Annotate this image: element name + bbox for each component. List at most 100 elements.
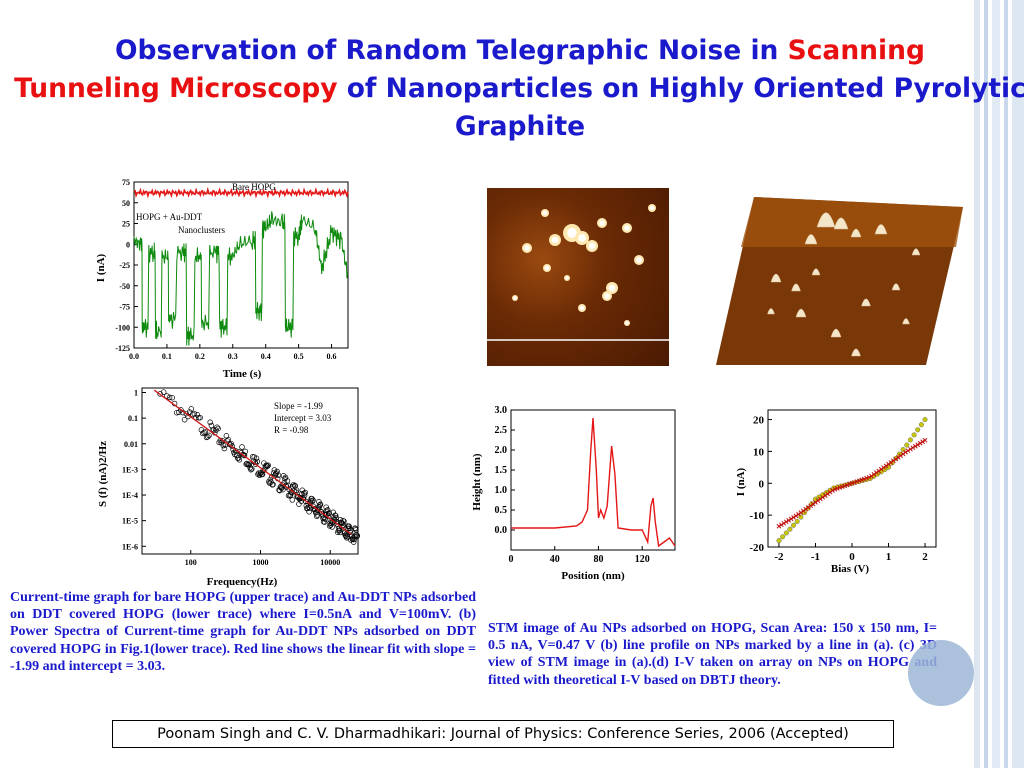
nanoparticle-peak xyxy=(770,273,782,283)
data-point xyxy=(280,473,287,479)
y-ticks: 75 50 25 0 -25 -50 -75 -100 -125 xyxy=(115,178,138,353)
data-point xyxy=(317,501,324,508)
yellow-point xyxy=(780,534,786,540)
series-bare-hopg xyxy=(133,186,349,199)
chart-current-time: 75 50 25 0 -25 -50 -75 -100 -125 0.0 0.1 0.2 0.3 0.4… xyxy=(95,178,349,380)
y-tick-label: 1.0 xyxy=(495,485,508,496)
y-tick-label: 0 xyxy=(126,240,130,249)
stm-image-2d xyxy=(487,188,669,366)
red-point xyxy=(881,465,887,470)
x-tick-label: 120 xyxy=(635,554,650,565)
chart-power-spectrum: 1 0.1 0.01 1E-3 1E-4 1E-5 1E-6 100 1000 10000 Sl… xyxy=(97,387,361,588)
plot-frame xyxy=(141,387,359,555)
red-point xyxy=(810,501,816,507)
yellow-point xyxy=(776,538,782,544)
data-point xyxy=(206,432,212,439)
y-tick-label: 25 xyxy=(122,220,130,229)
y-tick-label: 75 xyxy=(122,178,130,187)
y-tick-label: 1E-3 xyxy=(122,465,138,474)
data-point xyxy=(239,444,245,450)
y-tick-label: 0 xyxy=(759,478,765,490)
red-point xyxy=(830,488,835,493)
y-tick-label: 1E-5 xyxy=(122,517,138,526)
y-tick-label: 10 xyxy=(753,446,765,458)
x-ticks: 0.0 0.1 0.2 0.3 0.4 0.5 0.6 xyxy=(129,344,337,361)
red-point xyxy=(873,470,879,476)
stm-image-2d-features xyxy=(487,204,669,341)
title-highlight-1: Scanning xyxy=(787,35,925,66)
data-point xyxy=(248,466,254,473)
nanoparticle-peak xyxy=(911,248,921,256)
x-tick-label: 0.5 xyxy=(294,352,304,361)
data-point xyxy=(270,481,276,488)
y-tick-label: -75 xyxy=(119,303,130,312)
data-point xyxy=(188,406,195,412)
y-tick-label: 0.1 xyxy=(128,414,138,423)
data-point xyxy=(214,424,220,431)
nanoparticle-peak xyxy=(811,268,821,276)
y-tick-label: -50 xyxy=(119,282,130,291)
x-tick-label: 100 xyxy=(185,558,197,567)
data-point xyxy=(254,458,261,465)
data-point xyxy=(174,409,180,416)
red-point xyxy=(878,466,884,472)
data-point xyxy=(310,497,316,503)
data-point xyxy=(332,512,339,519)
yellow-point xyxy=(915,427,921,433)
data-point xyxy=(329,524,335,530)
data-point xyxy=(354,532,361,539)
red-point xyxy=(895,455,901,460)
data-points xyxy=(157,389,361,545)
x-tick-label: 2 xyxy=(922,551,928,563)
annotation-intercept: Intercept = 3.03 xyxy=(274,413,332,423)
data-point xyxy=(350,539,357,545)
nanoparticle-peak xyxy=(850,228,862,238)
data-point xyxy=(280,486,286,493)
x-tick-label: -1 xyxy=(811,551,820,563)
red-point xyxy=(800,508,806,514)
red-point xyxy=(871,472,877,477)
y-tick-label: -20 xyxy=(749,542,764,554)
plot-frame xyxy=(133,181,349,349)
yellow-point xyxy=(783,530,789,536)
x-tick-label: 0.4 xyxy=(261,352,271,361)
red-point xyxy=(793,513,799,519)
x-tick-label: 0 xyxy=(849,551,855,563)
data-point xyxy=(199,430,206,437)
data-point xyxy=(323,504,329,510)
x-axis-label: Position (nm) xyxy=(561,570,625,582)
y-tick-label: -100 xyxy=(115,323,130,332)
data-point xyxy=(221,445,228,452)
x-ticks: 0 40 80 120 xyxy=(509,546,650,565)
y-ticks: 1 0.1 0.01 1E-3 1E-4 1E-5 1E-6 xyxy=(122,389,146,551)
data-point xyxy=(245,462,252,468)
data-point xyxy=(322,516,328,522)
annotation-slope: Slope = -1.99 xyxy=(274,401,323,411)
x-tick-label: 80 xyxy=(593,554,603,565)
data-point xyxy=(351,533,358,540)
red-point xyxy=(796,511,801,517)
x-tick-label: 0.6 xyxy=(327,352,337,361)
data-point xyxy=(339,524,345,530)
caption-right: STM image of Au NPs adsorbed on HOPG, Sc… xyxy=(488,621,937,688)
data-point xyxy=(326,510,332,516)
red-point xyxy=(898,453,904,459)
red-point xyxy=(817,496,823,502)
nanoparticle-peak xyxy=(891,283,901,291)
data-point xyxy=(320,515,326,522)
data-point xyxy=(334,529,341,535)
yellow-point xyxy=(787,526,793,532)
yellow-point xyxy=(794,518,800,524)
annotation-bare: Bare HOPG xyxy=(232,182,276,192)
red-point xyxy=(788,516,794,522)
data-point xyxy=(267,476,274,483)
data-point xyxy=(318,509,324,515)
data-point xyxy=(249,466,255,472)
data-point xyxy=(205,434,211,440)
red-point xyxy=(888,460,894,465)
chart-line-profile: 3.0 2.5 2.0 1.5 1.0 0.5 0.0 0 40 80 120 Height (n… xyxy=(471,405,676,582)
red-point xyxy=(915,442,921,448)
data-point xyxy=(328,520,335,526)
data-point xyxy=(240,452,247,458)
x-tick-label: 10000 xyxy=(320,558,340,567)
